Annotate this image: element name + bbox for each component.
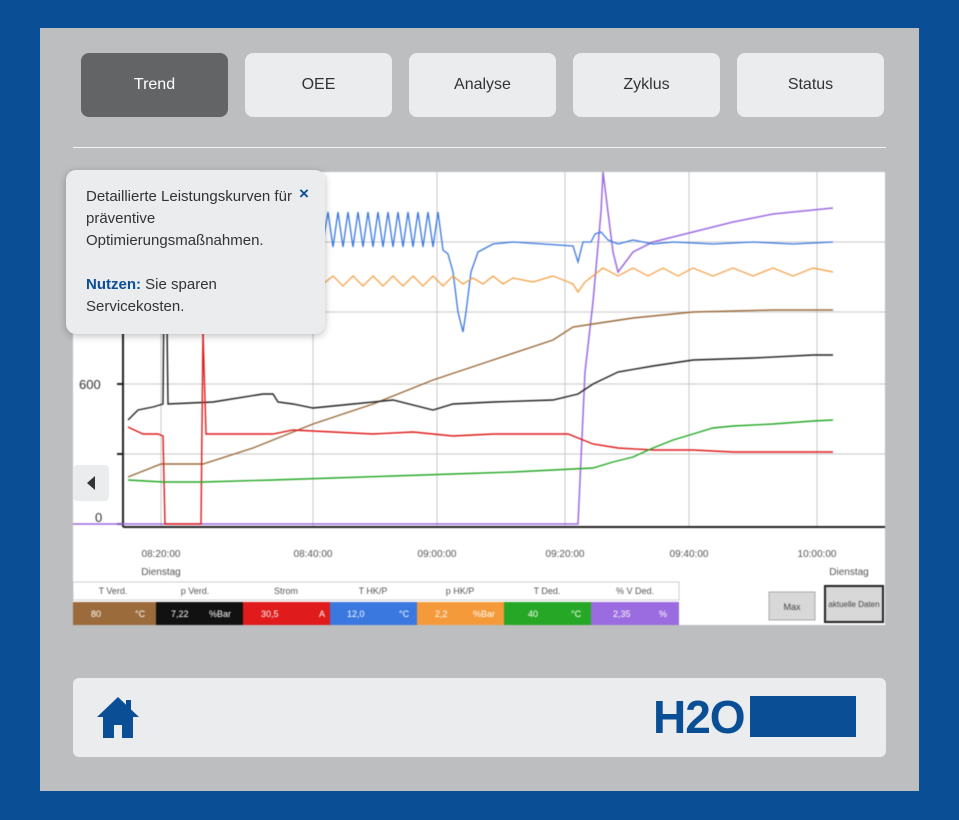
legend-value-strom: 30,5: [261, 609, 279, 619]
legend-name-t-ded: T Ded.: [534, 586, 561, 596]
legend-name-p-hkp: p HK/P: [446, 586, 475, 596]
series-blue: [322, 211, 834, 333]
chevron-left-icon: [87, 476, 95, 490]
x-tick-3: 09:00:00: [418, 549, 457, 560]
legend-unit-t-verd: °C: [135, 609, 146, 619]
legend-name-t-hkp: T HK/P: [359, 586, 388, 596]
series-purple: [73, 172, 834, 525]
legend-name-p-verd: p Verd.: [181, 586, 210, 596]
x-tick-2: 08:40:00: [294, 549, 333, 560]
tooltip-benefit-text: Sie sparen Servicekosten.: [86, 276, 217, 315]
scroll-left-button[interactable]: [73, 465, 109, 501]
divider: [73, 147, 886, 148]
actual-data-button-label: aktuelle Daten: [828, 600, 879, 609]
legend-value-t-verd: 80: [91, 609, 101, 619]
legend-name-strom: Strom: [274, 586, 298, 596]
series-orange: [322, 267, 834, 294]
trend-chart: 600 0 08:20:00 08:40:00 09:00:00 09:20:0…: [73, 172, 885, 625]
actual-data-button[interactable]: [824, 585, 884, 623]
tab-analyse[interactable]: Analyse: [409, 53, 556, 117]
legend-value-t-ded: 40: [528, 609, 538, 619]
x-tick-5: 09:40:00: [670, 549, 709, 560]
legend-value-t-hkp: 12,0: [347, 609, 365, 619]
tooltip-benefit-label: Nutzen:: [86, 276, 141, 293]
tab-status[interactable]: Status: [737, 53, 884, 117]
legend-unit-strom: A: [319, 609, 325, 619]
home-button[interactable]: [95, 695, 141, 741]
footer-bar: H2O: [73, 678, 886, 757]
legend-value-v-ded: 2,35: [613, 609, 631, 619]
legend-value-p-hkp: 2,2: [435, 609, 448, 619]
max-button[interactable]: [768, 591, 816, 621]
x-day-label-end: Dienstag: [829, 567, 868, 578]
tab-oee[interactable]: OEE: [245, 53, 392, 117]
tab-trend[interactable]: Trend: [81, 53, 228, 117]
x-tick-4: 09:20:00: [546, 549, 585, 560]
x-day-label-start: Dienstag: [141, 567, 180, 578]
legend-unit-t-ded: °C: [571, 609, 582, 619]
info-tooltip: Detaillierte Leistungskurven für prävent…: [66, 170, 325, 334]
legend-value-p-verd: 7,22: [171, 609, 189, 619]
series-red: [127, 331, 833, 525]
tab-zyklus[interactable]: Zyklus: [573, 53, 720, 117]
logo-text: H2O: [653, 691, 746, 743]
logo-bar: [750, 696, 856, 737]
legend-unit-p-verd: %Bar: [209, 609, 231, 619]
series-green: [127, 419, 834, 483]
tooltip-text: Detaillierte Leistungskurven für prävent…: [86, 188, 292, 249]
legend-unit-p-hkp: %Bar: [473, 609, 495, 619]
legend-unit-t-hkp: °C: [399, 609, 410, 619]
close-icon[interactable]: ×: [299, 184, 309, 203]
trend-screenshot: 600 0 08:20:00 08:40:00 09:00:00 09:20:0…: [73, 172, 885, 625]
y-tick-0: 0: [95, 510, 102, 525]
x-tick-6: 10:00:00: [798, 549, 837, 560]
max-button-label: Max: [783, 602, 801, 612]
legend-name-t-verd: T Verd.: [99, 586, 128, 596]
legend-unit-v-ded: %: [659, 609, 667, 619]
legend-name-v-ded: % V Ded.: [616, 586, 654, 596]
home-icon: [97, 697, 139, 738]
tooltip-benefit: Nutzen: Sie sparen Servicekosten.: [86, 274, 301, 318]
x-tick-1: 08:20:00: [142, 549, 181, 560]
tab-bar: Trend OEE Analyse Zyklus Status: [81, 53, 884, 117]
main-panel: Trend OEE Analyse Zyklus Status: [40, 28, 919, 791]
series-brown: [127, 309, 833, 478]
y-tick-600: 600: [79, 377, 101, 392]
